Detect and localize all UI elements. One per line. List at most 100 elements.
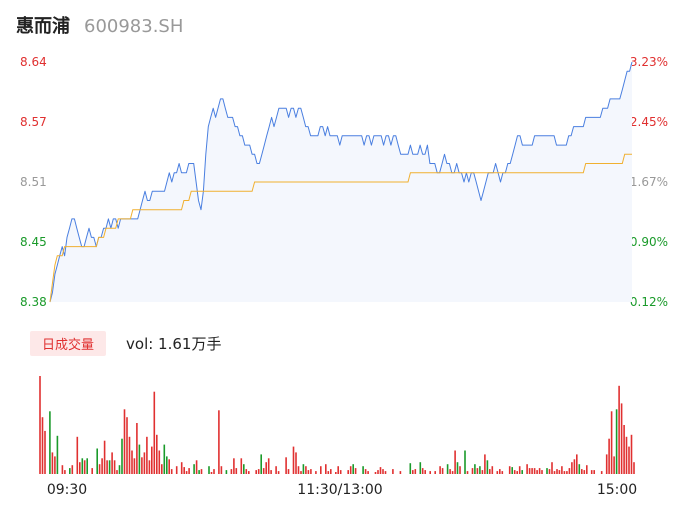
volume-bar xyxy=(374,472,377,474)
volume-bar xyxy=(593,470,595,474)
volume-bar xyxy=(161,464,163,474)
volume-bar xyxy=(297,466,300,474)
volume-bar xyxy=(518,466,521,474)
y-left-tick-label: 8.64 xyxy=(20,55,47,69)
volume-bar xyxy=(558,470,561,474)
volume-bar xyxy=(287,469,290,474)
average-price-line xyxy=(49,153,632,303)
y-left-tick-label: 8.38 xyxy=(20,295,47,309)
volume-bar xyxy=(300,471,302,474)
volume-bar xyxy=(449,469,451,474)
volume-bar xyxy=(106,460,108,474)
volume-bar xyxy=(91,468,93,474)
volume-bar xyxy=(183,467,185,474)
volume-bar xyxy=(600,471,603,474)
volume-bar xyxy=(441,468,444,474)
volume-bar xyxy=(573,459,576,474)
volume-tab[interactable]: 日成交量 xyxy=(30,330,107,356)
volume-bar xyxy=(153,391,156,474)
volume-bar xyxy=(528,468,531,474)
volume-bar xyxy=(466,471,469,474)
stock-header: 惠而浦 600983.SH xyxy=(16,12,183,40)
price-chart: 8.64 8.57 8.51 8.45 8.38 3.23% 2.45% 1.67% 0.90%… xyxy=(20,55,668,309)
volume-bar xyxy=(265,462,267,474)
volume-bar xyxy=(185,471,188,474)
volume-bar xyxy=(320,466,322,474)
volume-bar xyxy=(541,470,543,474)
volume-bar xyxy=(608,438,610,474)
volume-bar xyxy=(126,417,128,474)
volume-bar xyxy=(456,462,459,474)
volume-bar xyxy=(327,471,330,474)
y-left-tick-label: 8.45 xyxy=(20,235,47,249)
volume-bar xyxy=(561,466,563,474)
volume-bar xyxy=(195,460,198,474)
volume-bar xyxy=(511,467,513,474)
volume-bar xyxy=(225,470,228,474)
volume-bar xyxy=(533,468,536,474)
volume-bar xyxy=(86,458,88,474)
volume-bar xyxy=(446,464,449,474)
volume-bar xyxy=(101,458,103,474)
stock-code: 600983.SH xyxy=(84,16,184,37)
volume-bar xyxy=(481,470,484,474)
volume-bar xyxy=(623,425,625,474)
volume-bar xyxy=(538,468,541,474)
volume-header: 日成交量 vol: 1.61万手 xyxy=(30,330,222,356)
volume-bar xyxy=(136,423,138,474)
volume-bar xyxy=(151,446,153,474)
volume-bar xyxy=(200,469,203,474)
volume-bar xyxy=(79,462,81,474)
volume-bar xyxy=(270,470,272,474)
volume-bar xyxy=(578,464,581,474)
volume-bar xyxy=(98,464,101,474)
volume-bar xyxy=(123,409,126,474)
volume-bar xyxy=(248,471,250,474)
volume-bar xyxy=(295,452,297,474)
volume-bar xyxy=(108,460,111,474)
volume-bar xyxy=(566,471,568,474)
volume-readout: vol: 1.61万手 xyxy=(126,334,222,353)
y-right-tick-label: 2.45% xyxy=(630,115,668,129)
volume-bar xyxy=(121,438,123,474)
volume-bar xyxy=(620,403,623,474)
volume-bar xyxy=(113,460,116,474)
volume-bar xyxy=(111,452,113,474)
volume-bar xyxy=(633,462,635,474)
volume-bar xyxy=(131,450,133,474)
volume-bar xyxy=(330,469,332,474)
volume-bar xyxy=(188,468,190,474)
volume-bar xyxy=(379,467,382,474)
y-right-tick-label: 0.12% xyxy=(630,295,668,309)
volume-bar xyxy=(56,435,59,474)
volume-bar xyxy=(412,470,414,474)
volume-bar xyxy=(364,469,367,474)
volume-bar xyxy=(170,469,173,474)
volume-bar xyxy=(474,464,476,474)
volume-bar xyxy=(315,471,317,474)
volume-bar xyxy=(156,434,158,474)
volume-bar xyxy=(230,469,233,474)
volume-bar xyxy=(54,456,56,474)
volume-bar xyxy=(163,444,166,474)
volume-bar xyxy=(439,466,441,474)
volume-bar xyxy=(434,471,436,474)
volume-bar xyxy=(118,465,121,474)
volume-bar xyxy=(536,470,538,474)
volume-bar xyxy=(103,440,106,474)
volume-bar xyxy=(414,469,417,474)
volume-bar xyxy=(302,464,305,474)
volume-bar xyxy=(310,469,312,474)
price-line xyxy=(49,61,633,303)
volume-bar xyxy=(277,471,280,474)
volume-bar xyxy=(193,464,195,474)
volume-bar xyxy=(377,470,379,474)
volume-bar xyxy=(424,470,426,474)
volume-bar xyxy=(235,468,238,474)
volume-bar xyxy=(64,470,66,474)
volume-bar xyxy=(81,458,84,474)
volume-bar xyxy=(257,469,260,474)
volume-bar xyxy=(240,458,243,474)
volume-bar xyxy=(180,462,183,474)
volume-bar xyxy=(551,462,553,474)
